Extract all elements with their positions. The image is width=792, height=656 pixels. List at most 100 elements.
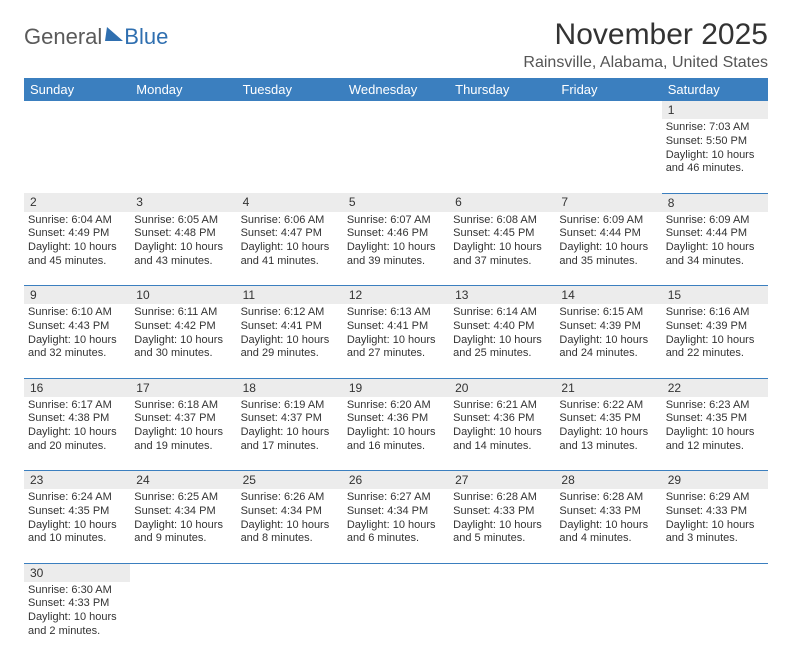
sunrise-line: Sunrise: 6:25 AM — [134, 491, 232, 505]
day-content-cell — [449, 582, 555, 656]
day-content-cell: Sunrise: 6:06 AMSunset: 4:47 PMDaylight:… — [237, 212, 343, 286]
sunrise-line: Sunrise: 6:19 AM — [241, 399, 339, 413]
month-title: November 2025 — [523, 18, 768, 52]
sunrise-line: Sunrise: 7:03 AM — [666, 121, 764, 135]
daylight-line: Daylight: 10 hours and 9 minutes. — [134, 519, 232, 547]
day-content-cell: Sunrise: 6:11 AMSunset: 4:42 PMDaylight:… — [130, 304, 236, 378]
day-number-cell: 30 — [24, 563, 130, 582]
day-number-cell — [555, 101, 661, 119]
day-content-row: Sunrise: 6:24 AMSunset: 4:35 PMDaylight:… — [24, 489, 768, 563]
sunrise-line: Sunrise: 6:04 AM — [28, 214, 126, 228]
sunrise-line: Sunrise: 6:10 AM — [28, 306, 126, 320]
day-number-cell: 8 — [662, 193, 768, 212]
sunset-line: Sunset: 4:41 PM — [347, 320, 445, 334]
sunset-line: Sunset: 4:36 PM — [347, 412, 445, 426]
day-number-cell — [237, 563, 343, 582]
day-content-cell: Sunrise: 7:03 AMSunset: 5:50 PMDaylight:… — [662, 119, 768, 193]
sunset-line: Sunset: 4:34 PM — [134, 505, 232, 519]
sunset-line: Sunset: 4:49 PM — [28, 227, 126, 241]
day-content-cell: Sunrise: 6:09 AMSunset: 4:44 PMDaylight:… — [662, 212, 768, 286]
day-content-cell: Sunrise: 6:13 AMSunset: 4:41 PMDaylight:… — [343, 304, 449, 378]
day-number-cell: 12 — [343, 286, 449, 305]
daylight-line: Daylight: 10 hours and 17 minutes. — [241, 426, 339, 454]
sunset-line: Sunset: 4:33 PM — [666, 505, 764, 519]
daynum-row: 2345678 — [24, 193, 768, 212]
day-number-cell: 11 — [237, 286, 343, 305]
daylight-line: Daylight: 10 hours and 20 minutes. — [28, 426, 126, 454]
day-number-cell: 26 — [343, 471, 449, 490]
sunset-line: Sunset: 4:35 PM — [559, 412, 657, 426]
daylight-line: Daylight: 10 hours and 6 minutes. — [347, 519, 445, 547]
day-content-cell: Sunrise: 6:18 AMSunset: 4:37 PMDaylight:… — [130, 397, 236, 471]
day-number-cell — [130, 563, 236, 582]
sunset-line: Sunset: 4:46 PM — [347, 227, 445, 241]
sunset-line: Sunset: 4:44 PM — [666, 227, 764, 241]
day-content-cell: Sunrise: 6:20 AMSunset: 4:36 PMDaylight:… — [343, 397, 449, 471]
sunset-line: Sunset: 4:38 PM — [28, 412, 126, 426]
day-content-cell: Sunrise: 6:17 AMSunset: 4:38 PMDaylight:… — [24, 397, 130, 471]
sunrise-line: Sunrise: 6:08 AM — [453, 214, 551, 228]
day-number-cell: 29 — [662, 471, 768, 490]
day-number-cell — [449, 101, 555, 119]
sunrise-line: Sunrise: 6:20 AM — [347, 399, 445, 413]
day-content-row: Sunrise: 6:30 AMSunset: 4:33 PMDaylight:… — [24, 582, 768, 656]
sunset-line: Sunset: 5:50 PM — [666, 135, 764, 149]
calendar-table: Sunday Monday Tuesday Wednesday Thursday… — [24, 78, 768, 656]
day-content-cell: Sunrise: 6:21 AMSunset: 4:36 PMDaylight:… — [449, 397, 555, 471]
day-number-cell: 13 — [449, 286, 555, 305]
day-number-cell: 18 — [237, 378, 343, 397]
daylight-line: Daylight: 10 hours and 16 minutes. — [347, 426, 445, 454]
daylight-line: Daylight: 10 hours and 35 minutes. — [559, 241, 657, 269]
day-header-row: Sunday Monday Tuesday Wednesday Thursday… — [24, 78, 768, 101]
day-number-cell — [449, 563, 555, 582]
day-number-cell: 7 — [555, 193, 661, 212]
day-content-cell: Sunrise: 6:28 AMSunset: 4:33 PMDaylight:… — [449, 489, 555, 563]
day-header: Saturday — [662, 78, 768, 101]
logo: General Blue — [24, 24, 168, 50]
daylight-line: Daylight: 10 hours and 14 minutes. — [453, 426, 551, 454]
logo-text-general: General — [24, 24, 102, 50]
day-number-cell: 14 — [555, 286, 661, 305]
day-content-cell: Sunrise: 6:19 AMSunset: 4:37 PMDaylight:… — [237, 397, 343, 471]
day-header: Wednesday — [343, 78, 449, 101]
header: General Blue November 2025 Rainsville, A… — [24, 18, 768, 72]
daynum-row: 9101112131415 — [24, 286, 768, 305]
sunset-line: Sunset: 4:44 PM — [559, 227, 657, 241]
sunrise-line: Sunrise: 6:11 AM — [134, 306, 232, 320]
sunset-line: Sunset: 4:47 PM — [241, 227, 339, 241]
sunrise-line: Sunrise: 6:09 AM — [559, 214, 657, 228]
day-number-cell: 17 — [130, 378, 236, 397]
day-content-cell: Sunrise: 6:22 AMSunset: 4:35 PMDaylight:… — [555, 397, 661, 471]
day-content-cell — [343, 582, 449, 656]
day-content-cell: Sunrise: 6:24 AMSunset: 4:35 PMDaylight:… — [24, 489, 130, 563]
day-number-cell — [662, 563, 768, 582]
day-content-cell — [237, 582, 343, 656]
sunset-line: Sunset: 4:34 PM — [347, 505, 445, 519]
day-content-row: Sunrise: 6:10 AMSunset: 4:43 PMDaylight:… — [24, 304, 768, 378]
day-content-cell — [237, 119, 343, 193]
day-number-cell: 20 — [449, 378, 555, 397]
sunset-line: Sunset: 4:34 PM — [241, 505, 339, 519]
sunrise-line: Sunrise: 6:09 AM — [666, 214, 764, 228]
sunrise-line: Sunrise: 6:26 AM — [241, 491, 339, 505]
sunset-line: Sunset: 4:48 PM — [134, 227, 232, 241]
sunrise-line: Sunrise: 6:18 AM — [134, 399, 232, 413]
daylight-line: Daylight: 10 hours and 22 minutes. — [666, 334, 764, 362]
sunset-line: Sunset: 4:33 PM — [559, 505, 657, 519]
day-content-cell: Sunrise: 6:16 AMSunset: 4:39 PMDaylight:… — [662, 304, 768, 378]
sunset-line: Sunset: 4:42 PM — [134, 320, 232, 334]
sunrise-line: Sunrise: 6:07 AM — [347, 214, 445, 228]
location-subtitle: Rainsville, Alabama, United States — [523, 54, 768, 72]
day-content-cell — [555, 582, 661, 656]
day-number-cell: 6 — [449, 193, 555, 212]
day-content-cell: Sunrise: 6:28 AMSunset: 4:33 PMDaylight:… — [555, 489, 661, 563]
day-content-cell — [130, 119, 236, 193]
logo-text-blue: Blue — [124, 24, 168, 50]
sunset-line: Sunset: 4:33 PM — [28, 597, 126, 611]
sunrise-line: Sunrise: 6:16 AM — [666, 306, 764, 320]
daylight-line: Daylight: 10 hours and 25 minutes. — [453, 334, 551, 362]
day-header: Sunday — [24, 78, 130, 101]
sunset-line: Sunset: 4:37 PM — [134, 412, 232, 426]
day-number-cell: 4 — [237, 193, 343, 212]
sunset-line: Sunset: 4:41 PM — [241, 320, 339, 334]
